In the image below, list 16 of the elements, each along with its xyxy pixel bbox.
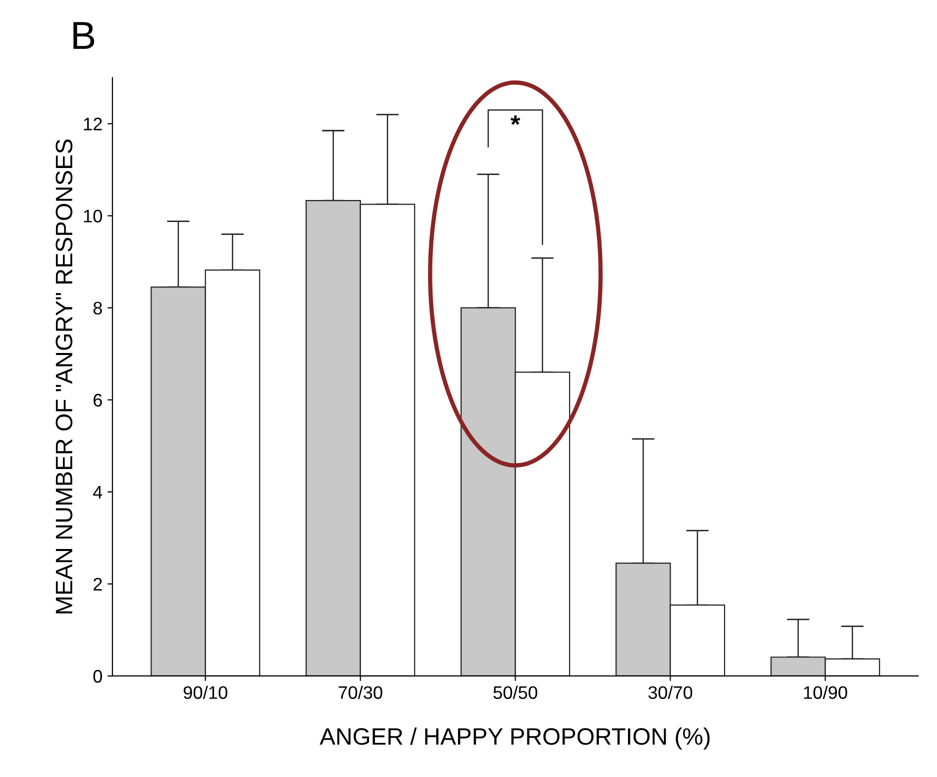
y-tick-label: 8 <box>93 302 102 315</box>
x-axis-title: ANGER / HAPPY PROPORTION (%) <box>320 728 710 750</box>
y-tick-label: 2 <box>94 578 102 590</box>
x-tick-label: 90/10 <box>184 686 228 699</box>
x-tick-label: 50/50 <box>493 686 538 699</box>
y-tick-label: 4 <box>93 486 102 498</box>
y-tick-label: 6 <box>94 394 102 407</box>
x-tick-label: 30/70 <box>648 686 692 699</box>
y-tick-label: 0 <box>93 670 102 683</box>
chart-title: B <box>73 22 94 49</box>
annotation: * <box>510 116 520 125</box>
y-tick-label: 10 <box>84 210 102 222</box>
x-tick-label: 70/30 <box>338 686 382 699</box>
y-axis-title: MEAN NUMBER OF "ANGRY" RESPONSES <box>56 140 72 614</box>
x-tick-label: 10/90 <box>804 686 848 699</box>
y-tick-label: 12 <box>84 118 102 130</box>
